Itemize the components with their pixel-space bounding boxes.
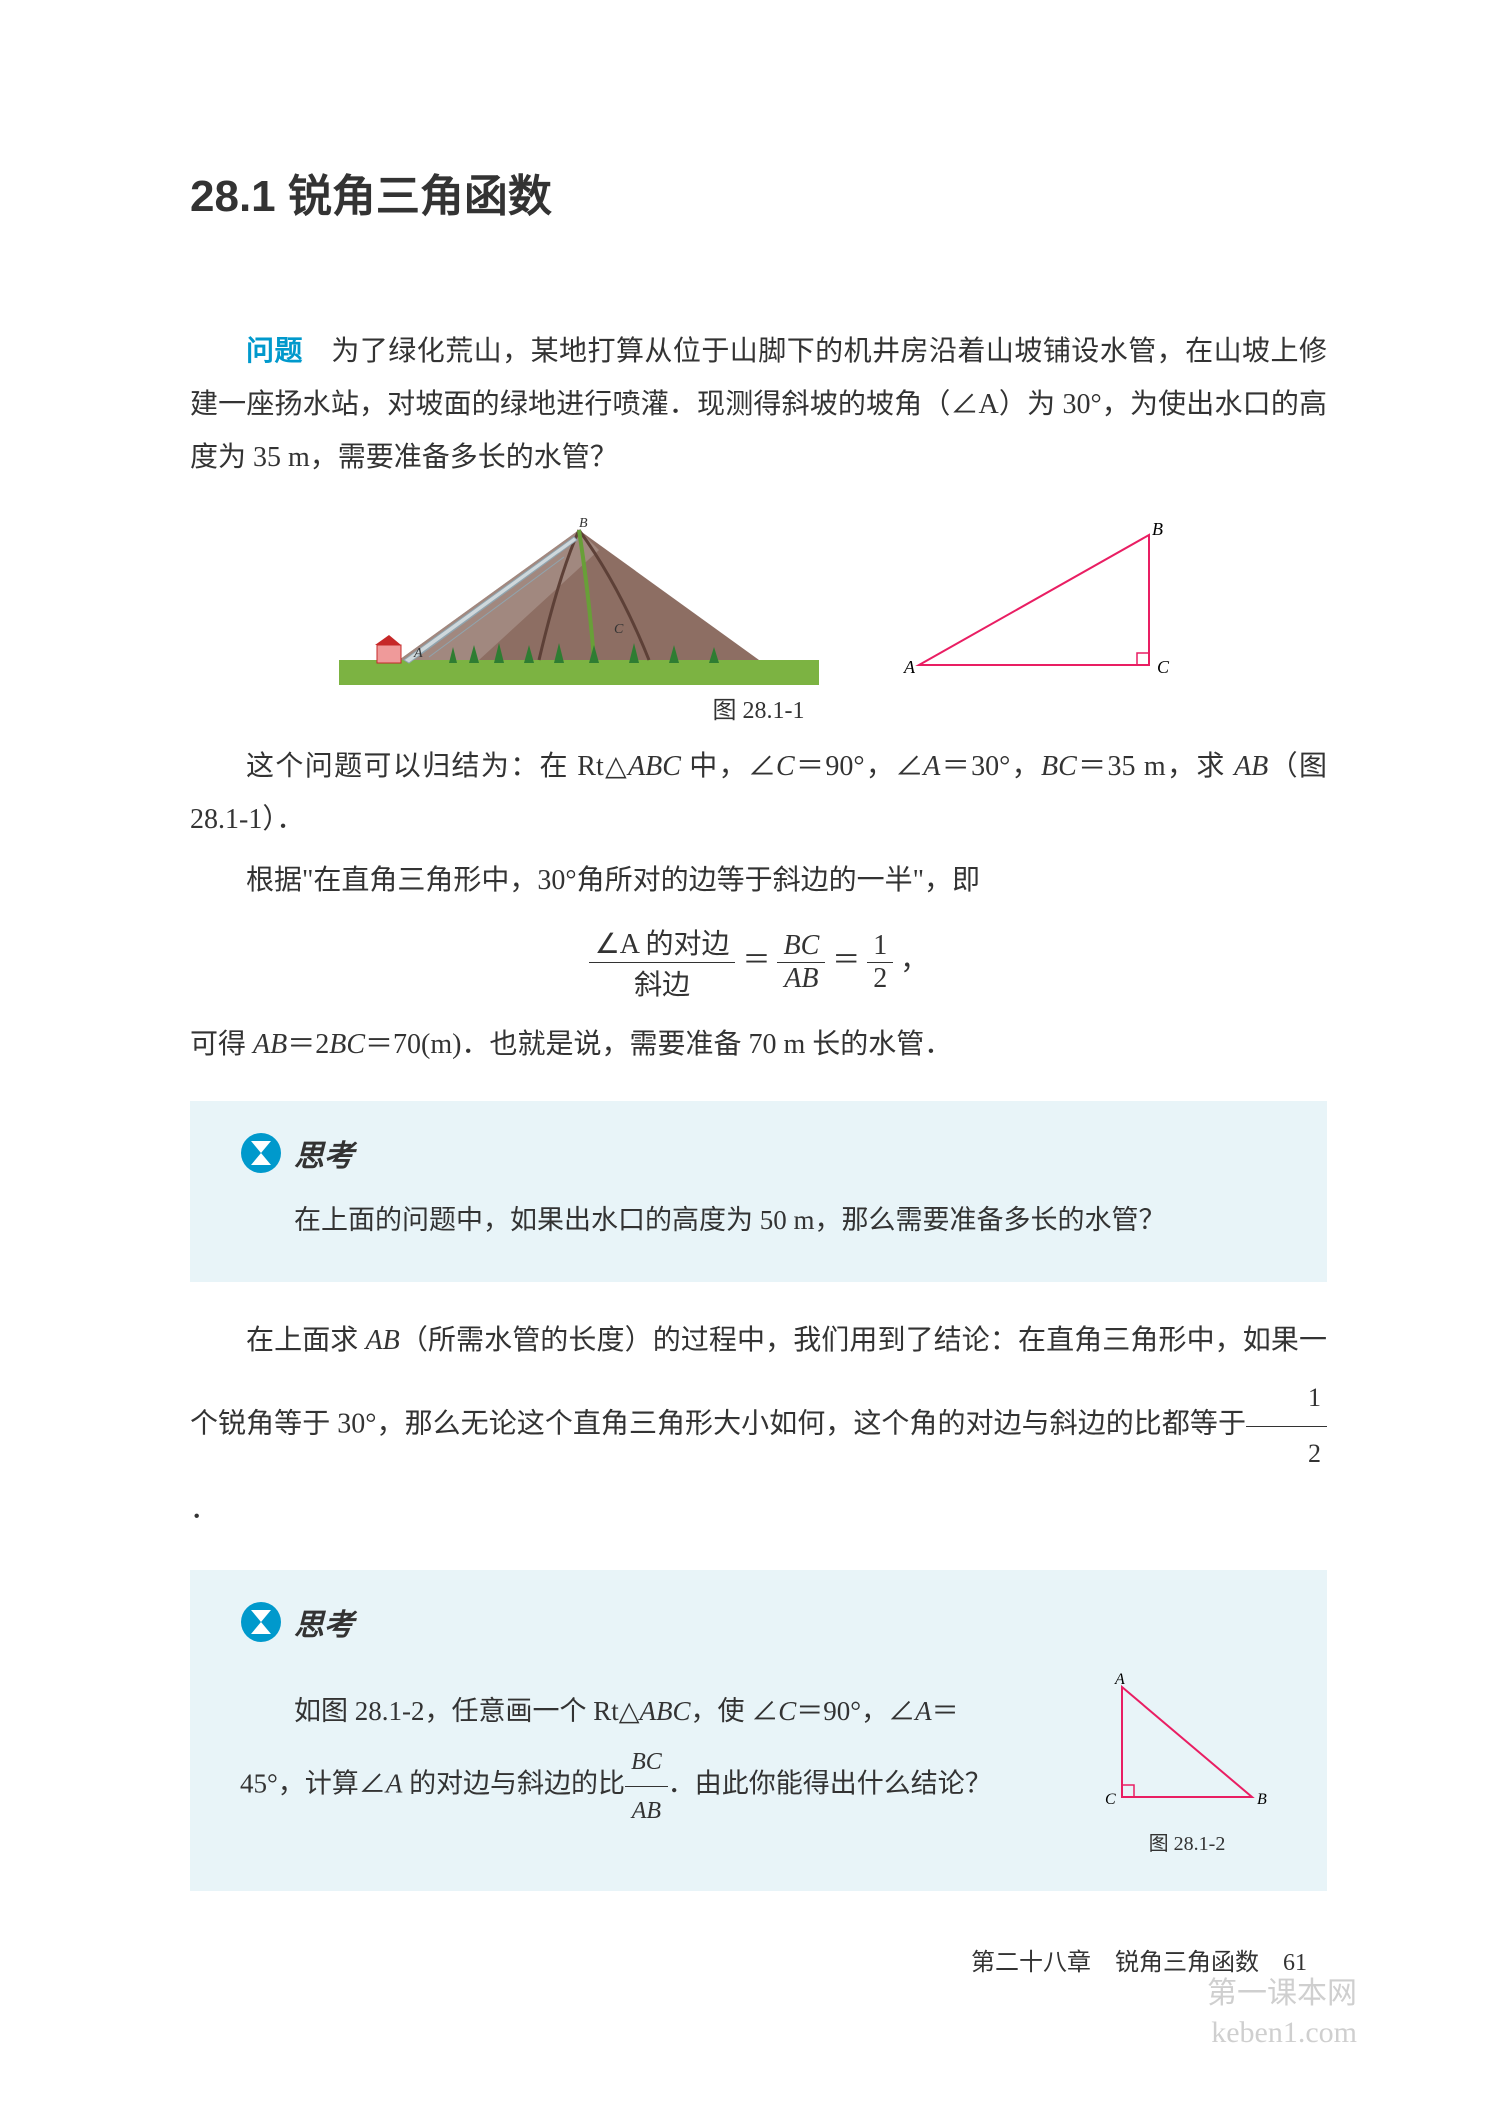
watermark: 第一课本网 keben1.com: [1207, 1974, 1357, 2052]
think-title-1: 思考: [294, 1131, 354, 1175]
para-5: 在上面求 AB（所需水管的长度）的过程中，我们用到了结论：在直角三角形中，如果一…: [190, 1312, 1327, 1540]
think-box-2: 思考 如图 28.1-2，任意画一个 Rt△ABC，使 ∠C＝90°，∠A＝ 4…: [190, 1570, 1327, 1891]
hourglass-icon: [240, 1132, 282, 1174]
mountain-illustration: A B C: [339, 505, 819, 685]
figure-caption: 图 28.1-1: [190, 690, 1327, 725]
hourglass-icon: [240, 1601, 282, 1643]
svg-text:C: C: [1105, 1791, 1116, 1808]
svg-text:B: B: [579, 516, 588, 531]
section-title: 28.1 锐角三角函数: [190, 160, 1327, 224]
para-2: 这个问题可以归结为：在 Rt△ABC 中，∠C＝90°，∠A＝30°，BC＝35…: [190, 740, 1327, 846]
problem-text: 为了绿化荒山，某地打算从位于山脚下的机井房沿着山坡铺设水管，在山坡上修建一座扬水…: [190, 336, 1327, 473]
think-text-1: 在上面的问题中，如果出水口的高度为 50 m，那么需要准备多长的水管？: [240, 1193, 1277, 1247]
page-footer: 第二十八章 锐角三角函数 61: [971, 1942, 1307, 1977]
think-box-1: 思考 在上面的问题中，如果出水口的高度为 50 m，那么需要准备多长的水管？: [190, 1101, 1327, 1282]
small-triangle-wrap: A B C 图 28.1-2: [1097, 1662, 1277, 1856]
triangle-diagram-2: A B C: [1097, 1662, 1277, 1822]
svg-text:B: B: [1257, 1791, 1267, 1808]
triangle-diagram-1: A B C: [899, 515, 1179, 685]
think-title-2: 思考: [294, 1600, 354, 1644]
svg-text:A: A: [413, 646, 423, 661]
svg-text:A: A: [1114, 1671, 1125, 1688]
formula-1: ∠A 的对边斜边 ＝ BCAB ＝ 12 ，: [190, 922, 1327, 1003]
problem-para: 问题 为了绿化荒山，某地打算从位于山脚下的机井房沿着山坡铺设水管，在山坡上修建一…: [190, 324, 1327, 485]
fig2-caption: 图 28.1-2: [1097, 1827, 1277, 1856]
para-3: 根据"在直角三角形中，30°角所对的边等于斜边的一半"，即: [190, 854, 1327, 907]
figure-row: A B C A B C: [190, 505, 1327, 685]
think2-line1: 如图 28.1-2，任意画一个 Rt△ABC，使 ∠C＝90°，∠A＝: [240, 1684, 1077, 1738]
svg-text:C: C: [1157, 657, 1170, 677]
svg-text:B: B: [1152, 519, 1163, 539]
para-4: 可得 AB＝2BC＝70(m)．也就是说，需要准备 70 m 长的水管．: [190, 1018, 1327, 1071]
problem-label: 问题: [246, 335, 303, 366]
svg-text:C: C: [614, 622, 624, 637]
svg-text:A: A: [903, 657, 916, 677]
think2-line2: 45°，计算∠A 的对边与斜边的比BCAB．由此你能得出什么结论？: [240, 1738, 1077, 1835]
